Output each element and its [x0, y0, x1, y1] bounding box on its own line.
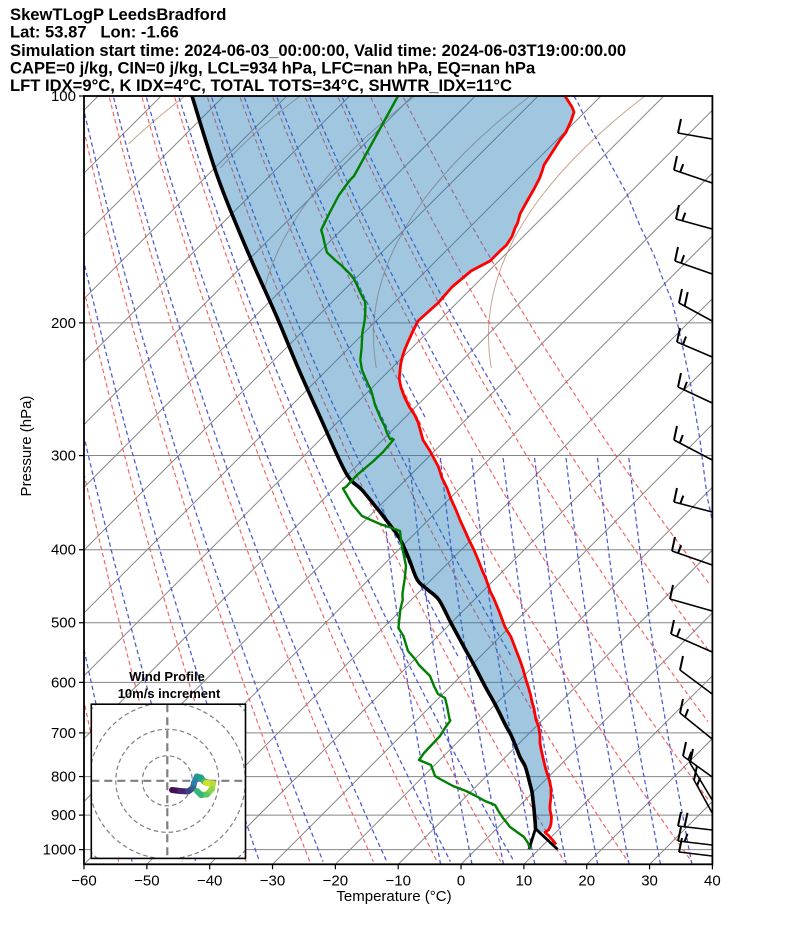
svg-text:700: 700 [51, 725, 76, 742]
svg-text:40: 40 [704, 872, 721, 889]
svg-text:Temperature (°C): Temperature (°C) [336, 888, 451, 905]
svg-text:20: 20 [578, 872, 595, 889]
svg-text:LFT IDX=9°C, K IDX=4°C, TOTAL: LFT IDX=9°C, K IDX=4°C, TOTAL TOTS=34°C,… [10, 76, 512, 95]
svg-text:Lat: 53.87 Lon: -1.66: Lat: 53.87 Lon: -1.66 [10, 23, 179, 42]
svg-text:500: 500 [51, 615, 76, 632]
svg-text:200: 200 [51, 315, 76, 332]
svg-text:300: 300 [51, 448, 76, 465]
svg-text:Wind Profile: Wind Profile [129, 669, 205, 684]
svg-text:SkewTLogP LeedsBradford: SkewTLogP LeedsBradford [10, 5, 226, 24]
svg-text:30: 30 [641, 872, 658, 889]
svg-text:900: 900 [51, 807, 76, 824]
svg-text:Simulation start time: 2024-06: Simulation start time: 2024-06-03_00:00:… [10, 41, 626, 60]
svg-text:10: 10 [516, 872, 533, 889]
svg-text:400: 400 [51, 542, 76, 559]
svg-text:−10: −10 [385, 872, 410, 889]
svg-text:0: 0 [457, 872, 465, 889]
svg-text:−50: −50 [134, 872, 159, 889]
svg-text:10m/s increment: 10m/s increment [118, 686, 221, 701]
svg-text:−30: −30 [260, 872, 285, 889]
svg-text:1000: 1000 [43, 842, 76, 859]
svg-text:600: 600 [51, 674, 76, 691]
svg-text:−40: −40 [197, 872, 222, 889]
svg-text:CAPE=0 j/kg, CIN=0 j/kg, LCL=9: CAPE=0 j/kg, CIN=0 j/kg, LCL=934 hPa, LF… [10, 59, 536, 78]
svg-text:100: 100 [51, 88, 76, 105]
svg-text:−20: −20 [323, 872, 348, 889]
svg-text:Pressure (hPa): Pressure (hPa) [18, 396, 35, 497]
svg-text:−60: −60 [71, 872, 96, 889]
svg-text:800: 800 [51, 769, 76, 786]
